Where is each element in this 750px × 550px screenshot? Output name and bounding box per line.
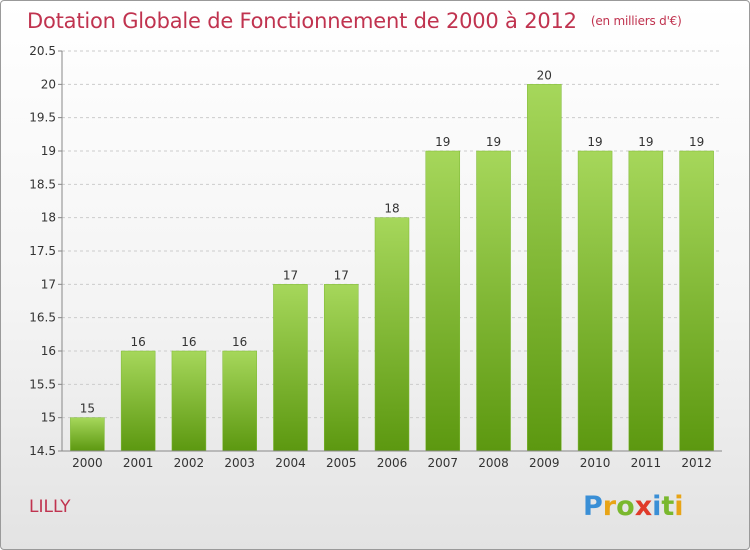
x-tick-label: 2009 bbox=[529, 456, 560, 470]
y-tick-label: 18 bbox=[41, 211, 56, 225]
bar-value-label: 18 bbox=[384, 202, 399, 216]
bar-2002 bbox=[171, 350, 207, 452]
logo-letter: P bbox=[583, 491, 603, 522]
y-tick-label: 15 bbox=[41, 411, 56, 425]
logo-letter: x bbox=[634, 491, 653, 522]
bar-2005 bbox=[323, 284, 359, 452]
x-tick-label: 2011 bbox=[631, 456, 662, 470]
bar-2007 bbox=[425, 150, 461, 452]
x-tick-label: 2001 bbox=[123, 456, 154, 470]
x-tick-label: 2004 bbox=[275, 456, 306, 470]
bar-value-label: 20 bbox=[537, 68, 552, 82]
proxiti-logo[interactable]: Proxiti bbox=[583, 491, 684, 522]
bar-2004 bbox=[273, 284, 308, 452]
bar-2001 bbox=[120, 350, 156, 452]
bar-2010 bbox=[577, 150, 613, 452]
x-tick-label: 2012 bbox=[681, 456, 712, 470]
x-tick-label: 2000 bbox=[72, 456, 103, 470]
x-tick-label: 2007 bbox=[427, 456, 458, 470]
bar-value-label: 19 bbox=[638, 135, 653, 149]
logo-letter: i bbox=[652, 491, 662, 522]
bar-2012 bbox=[679, 150, 714, 452]
x-tick-label: 2002 bbox=[174, 456, 205, 470]
bar-value-label: 15 bbox=[80, 402, 95, 416]
y-tick-label: 17 bbox=[41, 277, 56, 291]
y-tick-label: 16 bbox=[41, 344, 56, 358]
bar-value-label: 19 bbox=[435, 135, 450, 149]
bar-value-label: 16 bbox=[232, 335, 247, 349]
x-tick-label: 2008 bbox=[478, 456, 509, 470]
y-tick-label: 20 bbox=[41, 77, 56, 91]
bar-2003 bbox=[222, 350, 257, 452]
bar-2011 bbox=[628, 150, 664, 452]
chart-title: Dotation Globale de Fonctionnement de 20… bbox=[27, 9, 682, 33]
y-tick-label: 19 bbox=[41, 144, 56, 158]
bar-2008 bbox=[476, 150, 511, 452]
bar-2000 bbox=[70, 417, 105, 452]
y-axis: 14.5 15 15.5 16 16.5 17 17.5 18 18.5 19 19.5 20 20.5 bbox=[29, 44, 63, 458]
x-axis: 2000 2001 2002 2003 2004 2005 2006 2007 2008 2009… bbox=[62, 450, 722, 470]
bar-2009 bbox=[527, 84, 562, 452]
x-tick-label: 2005 bbox=[326, 456, 357, 470]
bar-value-label: 16 bbox=[181, 335, 196, 349]
x-tick-label: 2003 bbox=[224, 456, 255, 470]
bar-value-label: 17 bbox=[334, 268, 349, 282]
y-tick-label: 18.5 bbox=[29, 177, 56, 191]
chart-subtitle: (en milliers d'€) bbox=[590, 14, 682, 28]
y-tick-label: 16.5 bbox=[29, 311, 56, 325]
bar-value-label: 19 bbox=[486, 135, 501, 149]
y-tick-label: 19.5 bbox=[29, 111, 56, 125]
y-tick-label: 20.5 bbox=[29, 44, 56, 58]
y-tick-label: 17.5 bbox=[29, 244, 56, 258]
location-label: LILLY bbox=[29, 497, 71, 517]
chart-title-text: Dotation Globale de Fonctionnement de 20… bbox=[27, 9, 577, 33]
y-tick-label: 14.5 bbox=[29, 444, 56, 458]
bar-2006 bbox=[374, 217, 410, 452]
bar-value-label: 16 bbox=[131, 335, 146, 349]
bar-value-label: 19 bbox=[587, 135, 602, 149]
logo-letter: o bbox=[616, 491, 635, 522]
x-tick-label: 2006 bbox=[377, 456, 408, 470]
bars: 15 16 16 16 17 17 18 19 19 20 19 19 19 bbox=[70, 68, 714, 452]
bar-value-label: 17 bbox=[283, 268, 298, 282]
logo-letter: i bbox=[674, 491, 684, 522]
y-tick-label: 15.5 bbox=[29, 377, 56, 391]
bar-value-label: 19 bbox=[689, 135, 704, 149]
logo-letter: r bbox=[602, 491, 617, 522]
x-tick-label: 2010 bbox=[580, 456, 611, 470]
logo-letter: t bbox=[661, 491, 675, 522]
